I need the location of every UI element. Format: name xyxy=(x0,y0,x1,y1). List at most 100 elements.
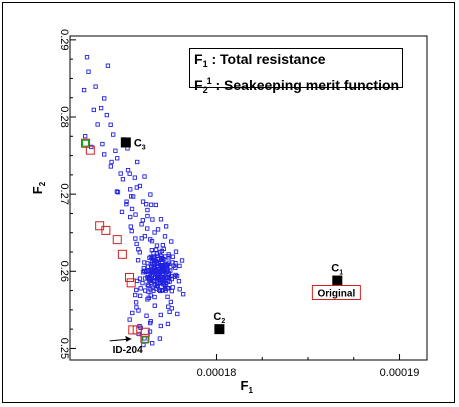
data-point xyxy=(124,202,129,207)
data-point xyxy=(125,168,131,173)
data-point xyxy=(140,199,146,204)
data-point xyxy=(83,134,88,139)
data-point xyxy=(145,213,150,219)
data-point xyxy=(147,278,152,284)
original-label-box xyxy=(311,285,361,300)
data-point xyxy=(148,254,154,260)
data-point xyxy=(159,287,164,293)
data-point xyxy=(118,171,123,176)
highlighted-point xyxy=(126,278,136,288)
y-tick-label: 0.29 xyxy=(58,29,70,50)
data-point xyxy=(133,292,138,298)
data-point xyxy=(148,202,154,207)
data-point xyxy=(163,224,169,229)
data-point xyxy=(170,285,175,290)
special-point-subscript: 2 xyxy=(221,318,225,325)
data-point xyxy=(162,276,167,281)
highlighted-point xyxy=(112,235,122,245)
data-point xyxy=(148,192,153,197)
data-point xyxy=(93,84,98,89)
special-point-label: C3 xyxy=(134,137,146,151)
legend: F1 : Total resistance F21 : Seakeeping m… xyxy=(189,48,403,95)
data-point xyxy=(170,260,175,265)
data-point xyxy=(113,148,118,153)
annotations: Original ID-204 xyxy=(109,285,361,356)
data-point xyxy=(137,293,143,298)
y-tick-label: 0.28 xyxy=(58,106,70,127)
data-point xyxy=(102,96,107,101)
green-marker xyxy=(141,336,149,344)
data-point xyxy=(165,268,171,273)
data-point xyxy=(169,239,174,244)
highlighted-point xyxy=(101,225,111,235)
special-point-subscript: 1 xyxy=(339,270,343,277)
data-point xyxy=(166,304,171,309)
data-point xyxy=(169,306,174,311)
x-tick-label: 0.00019 xyxy=(380,367,420,379)
highlighted-point xyxy=(140,327,150,337)
data-point xyxy=(158,323,163,329)
data-point xyxy=(114,189,120,194)
data-point xyxy=(142,174,147,179)
data-point xyxy=(148,320,153,326)
data-point xyxy=(98,105,104,111)
data-point xyxy=(153,202,159,208)
data-point xyxy=(139,236,144,241)
data-point xyxy=(145,226,150,231)
data-point xyxy=(166,271,172,276)
data-point xyxy=(176,279,182,284)
data-point xyxy=(95,122,100,127)
data-point xyxy=(163,280,169,286)
data-point xyxy=(152,294,157,300)
highlighted-points xyxy=(81,138,150,344)
y-tick-label: 0.27 xyxy=(58,183,70,204)
data-point xyxy=(155,256,161,261)
data-point xyxy=(132,175,137,180)
data-point xyxy=(140,218,146,223)
data-point xyxy=(143,269,148,274)
data-point xyxy=(151,279,156,284)
data-point xyxy=(168,299,174,305)
data-point xyxy=(150,341,155,346)
data-point xyxy=(159,253,164,259)
data-point xyxy=(109,159,114,165)
data-point xyxy=(119,209,125,215)
data-point xyxy=(127,171,132,176)
data-point xyxy=(133,212,138,217)
data-point xyxy=(145,282,150,287)
data-point xyxy=(133,236,138,241)
special-point-marker xyxy=(214,324,225,335)
data-point xyxy=(129,206,135,212)
data-point xyxy=(157,269,163,274)
legend-entry-f1: F1 : Total resistance xyxy=(194,51,402,73)
data-point xyxy=(148,287,153,292)
plot-area xyxy=(69,35,428,361)
data-point xyxy=(81,87,87,93)
data-point xyxy=(160,271,165,276)
legend-text: : Total resistance xyxy=(211,51,326,67)
data-point xyxy=(154,253,160,259)
data-point xyxy=(152,230,157,235)
data-point xyxy=(173,261,178,266)
highlighted-point xyxy=(125,272,134,282)
special-point-label: C2 xyxy=(213,311,225,325)
data-point xyxy=(91,107,96,113)
data-point xyxy=(142,233,148,239)
data-point xyxy=(140,280,145,286)
data-point xyxy=(151,257,156,262)
highlighted-point xyxy=(117,249,127,259)
data-point xyxy=(146,295,151,300)
data-point xyxy=(158,217,164,222)
data-point xyxy=(86,69,91,74)
data-point xyxy=(158,312,163,318)
data-point xyxy=(179,258,185,263)
legend-entry-f2: F21 : Seakeeping merit function xyxy=(194,73,402,99)
data-point xyxy=(104,112,109,118)
data-point xyxy=(102,152,107,157)
legend-text: : Seakeeping merit function xyxy=(215,77,400,93)
data-point xyxy=(115,156,120,161)
data-point xyxy=(151,250,156,256)
data-point xyxy=(164,262,169,268)
data-point xyxy=(152,267,157,272)
